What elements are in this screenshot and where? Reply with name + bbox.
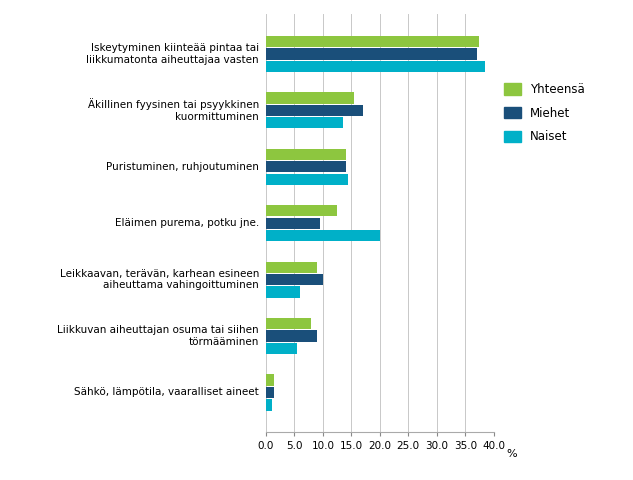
Bar	[266, 230, 380, 241]
Bar	[266, 387, 275, 398]
Bar	[266, 105, 363, 116]
Bar	[266, 287, 300, 298]
Bar	[266, 161, 346, 172]
Bar	[266, 318, 311, 329]
Bar	[266, 330, 317, 342]
Bar	[266, 92, 354, 104]
Bar	[266, 48, 477, 60]
Legend: Yhteensä, Miehet, Naiset: Yhteensä, Miehet, Naiset	[505, 83, 585, 143]
Bar	[266, 262, 317, 273]
Bar	[266, 274, 323, 285]
Bar	[266, 205, 337, 216]
Bar	[266, 149, 346, 160]
Text: %: %	[506, 449, 517, 458]
Bar	[266, 399, 272, 410]
Bar	[266, 374, 275, 386]
Bar	[266, 117, 343, 128]
Bar	[266, 36, 480, 47]
Bar	[266, 60, 485, 72]
Bar	[266, 343, 298, 354]
Bar	[266, 217, 320, 229]
Bar	[266, 174, 348, 185]
